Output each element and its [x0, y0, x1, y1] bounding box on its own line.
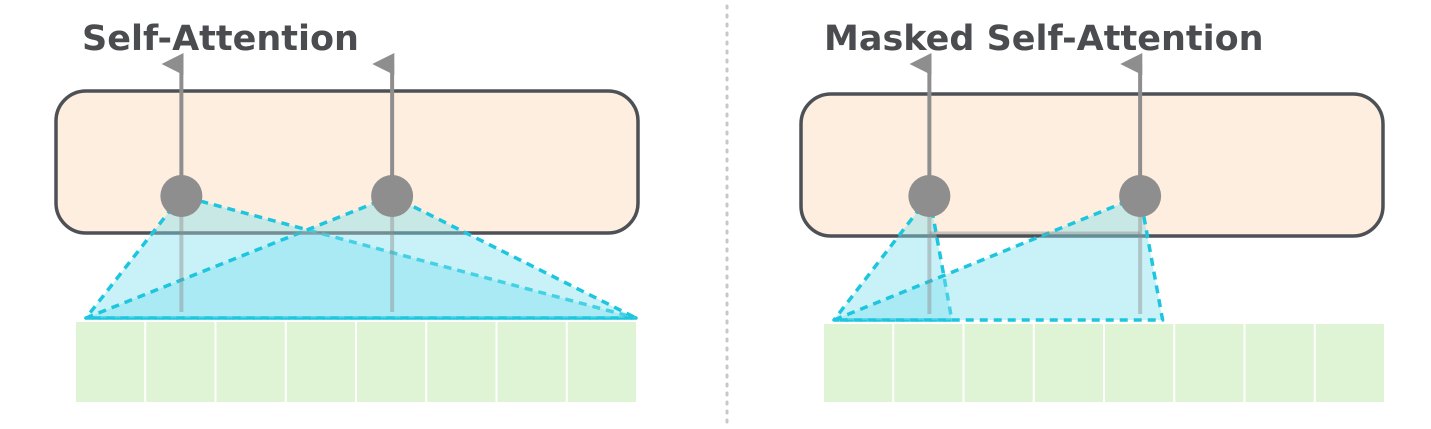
attention-triangle: [832, 194, 1165, 322]
token-cell: [1315, 324, 1384, 402]
token-row: [824, 324, 1384, 402]
attention-layer-box: [54, 89, 640, 235]
attention-triangle: [84, 194, 638, 320]
token-cell: [146, 322, 215, 402]
panel-title: Self-Attention: [82, 19, 359, 59]
token-cell: [567, 322, 636, 402]
panel-title: Masked Self-Attention: [824, 19, 1264, 59]
token-cell: [427, 322, 496, 402]
token-cell: [286, 322, 355, 402]
attention-node: [160, 175, 203, 217]
token-cell: [1034, 324, 1103, 402]
token-cell: [964, 324, 1033, 402]
token-cell: [824, 324, 893, 402]
token-cell: [497, 322, 566, 402]
attention-node: [371, 175, 414, 217]
token-cell: [216, 322, 285, 402]
attention-node: [1119, 175, 1162, 217]
token-cell: [894, 324, 963, 402]
token-cell: [76, 322, 145, 402]
token-cell: [1105, 324, 1174, 402]
self-attention-panel: Self-Attention: [54, 19, 640, 402]
masked-self-attention-panel: Masked Self-Attention: [799, 19, 1385, 402]
token-cell: [1245, 324, 1314, 402]
attention-layer-box: [799, 92, 1385, 238]
token-cell: [1175, 324, 1244, 402]
token-row: [76, 322, 636, 402]
attention-node: [908, 175, 951, 217]
attention-triangle: [84, 194, 638, 320]
token-cell: [357, 322, 426, 402]
attention-triangle: [832, 194, 954, 322]
